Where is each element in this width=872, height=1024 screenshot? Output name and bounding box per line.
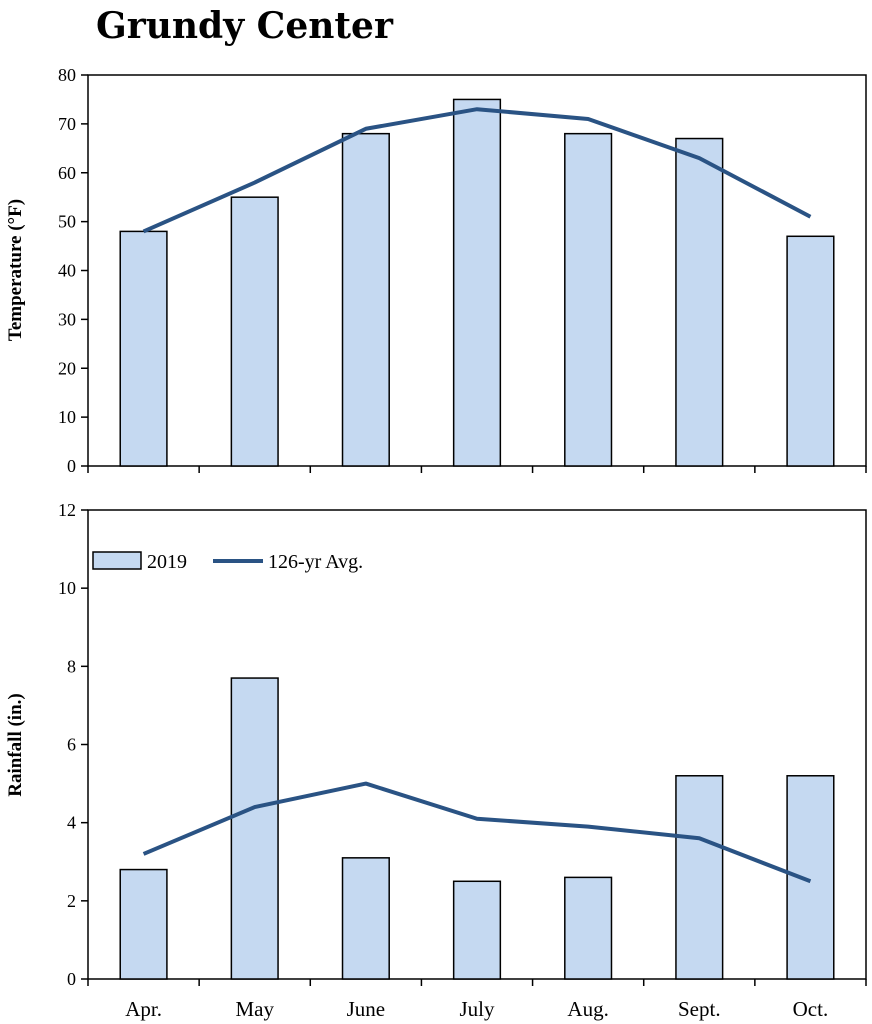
panel1-y-tick-label: 4 <box>67 813 76 833</box>
panel1-y-tick-label: 12 <box>58 500 76 520</box>
panel0-y-tick-label: 70 <box>58 114 76 134</box>
panel0-bar-5 <box>675 137 724 467</box>
panel0-y-tick-label: 60 <box>58 163 76 183</box>
x-category-label: Oct. <box>793 997 829 1021</box>
panel1-y-tick-label: 8 <box>67 656 76 676</box>
panel0-bar-3 <box>452 98 502 467</box>
panel1-bar-2 <box>341 857 390 980</box>
panel1-bar-4 <box>564 876 613 980</box>
panel1-bar-0 <box>119 868 168 980</box>
panel1-avg-line <box>142 781 812 884</box>
panel1-bar-3 <box>452 880 502 980</box>
panel1-y-tick-label: 2 <box>67 891 76 911</box>
x-category-label: June <box>347 997 386 1021</box>
panel0-bar-4 <box>564 132 613 467</box>
panel0-bar-6 <box>786 235 835 467</box>
panel1-y-tick-label: 0 <box>67 969 76 989</box>
panel0-y-tick-label: 30 <box>58 309 76 329</box>
temperature-panel: 0 10 20 30 40 50 60 70 80 Temperature (°F) <box>5 65 867 476</box>
panel1-bar-6 <box>786 775 835 980</box>
x-category-label: Apr. <box>125 997 162 1021</box>
panel1-y-axis-title: Rainfall (in.) <box>5 693 26 796</box>
panel0-y-tick-label: 40 <box>58 261 76 281</box>
panel0-bar-0 <box>119 230 168 467</box>
x-category-label: Aug. <box>567 997 608 1021</box>
panel0-y-tick-label: 20 <box>58 358 76 378</box>
x-category-label: July <box>459 997 495 1021</box>
panel0-bar-2 <box>341 132 390 467</box>
panel0-y-tick-label: 50 <box>58 212 76 232</box>
x-category-label: May <box>235 997 274 1021</box>
panel0-y-tick-label: 80 <box>58 65 76 85</box>
panel0-avg-line <box>142 107 812 234</box>
panel0-bar-1 <box>230 196 279 467</box>
panel1-y-tick-label: 6 <box>67 735 76 755</box>
legend-line-label: 126-yr Avg. <box>268 551 363 573</box>
chart-title: Grundy Center <box>96 5 394 47</box>
panel0-y-tick-label: 10 <box>58 407 76 427</box>
panel0-y-tick-label: 0 <box>67 456 76 476</box>
panel1-y-tick-label: 10 <box>58 578 76 598</box>
legend-bar-swatch <box>92 551 142 570</box>
rainfall-panel: 0 2 4 6 8 10 12 Rainfall (in.) Apr. May June July Au… <box>5 500 867 1021</box>
panel1-bar-1 <box>230 677 279 980</box>
panel1-bar-5 <box>675 775 724 980</box>
legend-bar-label: 2019 <box>147 551 187 573</box>
panel0-y-axis-title: Temperature (°F) <box>5 199 26 341</box>
legend: 2019 126-yr Avg. <box>92 551 363 573</box>
x-category-label: Sept. <box>678 997 721 1021</box>
